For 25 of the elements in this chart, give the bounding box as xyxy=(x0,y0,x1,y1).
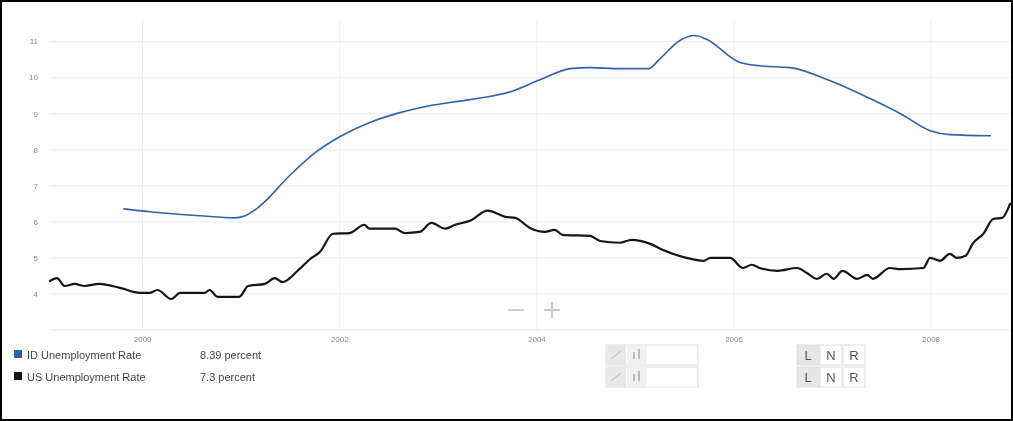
y-tick-label: 10 xyxy=(29,73,39,83)
x-tick-label: 2008 xyxy=(922,335,941,344)
x-tick-label: 2000 xyxy=(133,335,153,344)
y-tick-label: 5 xyxy=(33,253,39,263)
legend-label: US Unemployment Rate xyxy=(27,370,146,383)
text: N xyxy=(826,347,836,363)
text: L xyxy=(804,347,812,363)
text: R xyxy=(849,369,859,385)
line-series xyxy=(48,202,1012,301)
line-series xyxy=(123,34,992,219)
x-tick-label: 2002 xyxy=(330,335,350,344)
text: L xyxy=(804,369,812,385)
legend-label: ID Unemployment Rate xyxy=(27,348,142,361)
y-tick-label: 4 xyxy=(33,289,39,299)
y-tick-label: 7 xyxy=(33,181,39,191)
y-tick-label: 8 xyxy=(33,145,39,155)
y-tick-label: 11 xyxy=(29,37,39,47)
y-tick-label: 9 xyxy=(33,109,39,119)
text: R xyxy=(849,347,859,363)
y-tick-label: 6 xyxy=(33,217,39,227)
text: 7.3 percent xyxy=(200,370,256,383)
text: N xyxy=(826,369,836,385)
x-tick-label: 2004 xyxy=(528,335,547,344)
x-tick-label: 2006 xyxy=(725,335,744,344)
text: 8.39 percent xyxy=(200,348,262,361)
